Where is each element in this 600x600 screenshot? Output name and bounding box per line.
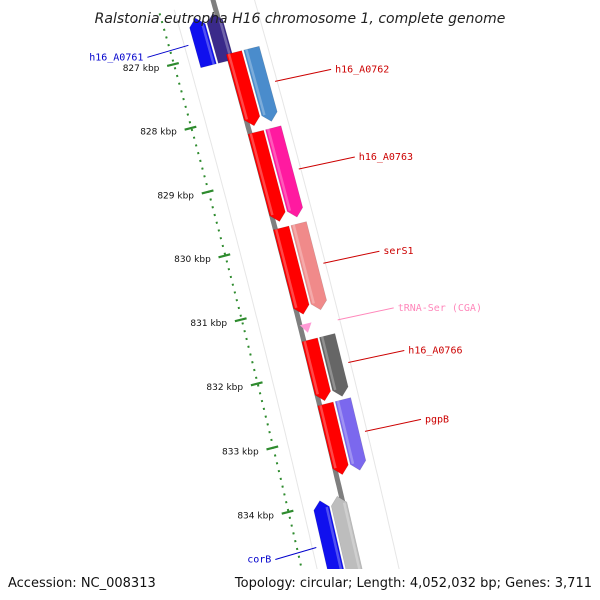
gene-arrow-highlight	[325, 506, 347, 587]
gene-label: h16_A0761	[89, 52, 143, 63]
ruler-tick	[281, 509, 294, 515]
ruler-tick	[166, 61, 180, 68]
gene-feature: serS1	[273, 221, 414, 315]
gene-label: serS1	[383, 246, 413, 257]
ruler-tick-label: 828 kbp	[140, 128, 177, 138]
gene-leader-line	[348, 350, 405, 363]
ruler-tick	[234, 317, 247, 323]
footer: Accession: NC_008313 Topology: circular;…	[0, 569, 600, 600]
ruler-tick	[266, 445, 279, 451]
ruler-tick-label: 834 kbp	[237, 512, 274, 522]
cds-arrow	[247, 129, 286, 222]
cds-arrow	[273, 225, 310, 315]
gene-leader-line	[364, 418, 422, 432]
cds-arrow-highlight	[218, 19, 233, 61]
ruler-tick-label: 833 kbp	[222, 447, 259, 457]
gene-feature: corB	[247, 495, 366, 590]
cds-arrow	[317, 401, 349, 476]
gene-feature: pgpB	[317, 397, 449, 476]
gene-feature: h16_A0766	[301, 333, 462, 402]
band-edge-outer	[254, 0, 404, 586]
gene-leader-line	[274, 68, 332, 82]
gene-arrow	[189, 17, 217, 69]
cds-arrow-highlight	[249, 133, 274, 216]
gene-arrow	[290, 221, 327, 311]
gene-leader-line	[337, 307, 394, 321]
gene-label: h16_A0762	[335, 64, 389, 75]
cds-arrow-highlight	[274, 228, 298, 309]
gene-feature: h16_A0762	[225, 45, 389, 127]
gene-label: h16_A0763	[359, 152, 413, 163]
gene-arrow	[265, 125, 304, 218]
gene-arrow-highlight	[336, 400, 355, 465]
cds-arrow-highlight	[319, 404, 337, 469]
gene-feature: tRNA-Ser (CGA)	[299, 303, 482, 333]
ruler-tick	[201, 189, 214, 195]
band-edge-inner	[173, 9, 325, 600]
genome-summary-text: Topology: circular; Length: 4,052,032 bp…	[234, 576, 592, 591]
gene-leader-line	[298, 156, 355, 170]
gene-label: corB	[247, 555, 271, 566]
cds-arrow-highlight	[227, 53, 249, 120]
cds-arrow	[225, 50, 261, 127]
ruler-tick-label: 830 kbp	[174, 255, 211, 265]
ruler-tick-label: 831 kbp	[190, 319, 227, 329]
gene-feature: h16_A0761	[89, 13, 235, 69]
gene-arrow-highlight	[292, 224, 315, 304]
gene-feature: h16_A0763	[247, 125, 413, 222]
gene-leader-line	[147, 44, 189, 58]
ruler-tick	[184, 125, 197, 131]
ruler-tick	[218, 253, 231, 259]
map-layer: 827 kbp 828 kbp 829 kbp 830 kbp 831 kbp 832 k…	[89, 0, 482, 600]
trna-arrow	[299, 322, 312, 333]
gene-arrow	[319, 333, 349, 397]
gene-label: tRNA-Ser (CGA)	[398, 303, 482, 314]
ruler-tick	[250, 381, 263, 387]
ruler-tick-label: 829 kbp	[157, 191, 194, 201]
cds-arrow-highlight	[342, 502, 364, 583]
ruler-tick-label: 832 kbp	[206, 383, 243, 393]
ruler-tick-label: 827 kbp	[123, 64, 160, 74]
gene-arrow-highlight	[320, 336, 337, 391]
gene-arrow	[243, 45, 278, 122]
gene-arrow	[334, 397, 367, 471]
gene-arrow-highlight	[201, 24, 215, 65]
cds-arrow-highlight	[303, 340, 319, 395]
gene-label: pgpB	[425, 414, 449, 425]
map-title: Ralstonia eutropha H16 chromosome 1, com…	[95, 11, 506, 27]
accession-text: Accession: NC_008313	[8, 576, 156, 591]
gene-arrow-highlight	[266, 128, 292, 211]
gene-arrow-highlight	[245, 49, 266, 116]
gene-label: h16_A0766	[408, 346, 462, 357]
gene-leader-line	[275, 547, 317, 560]
gene-leader-line	[323, 250, 380, 264]
cds-arrow	[301, 337, 331, 402]
